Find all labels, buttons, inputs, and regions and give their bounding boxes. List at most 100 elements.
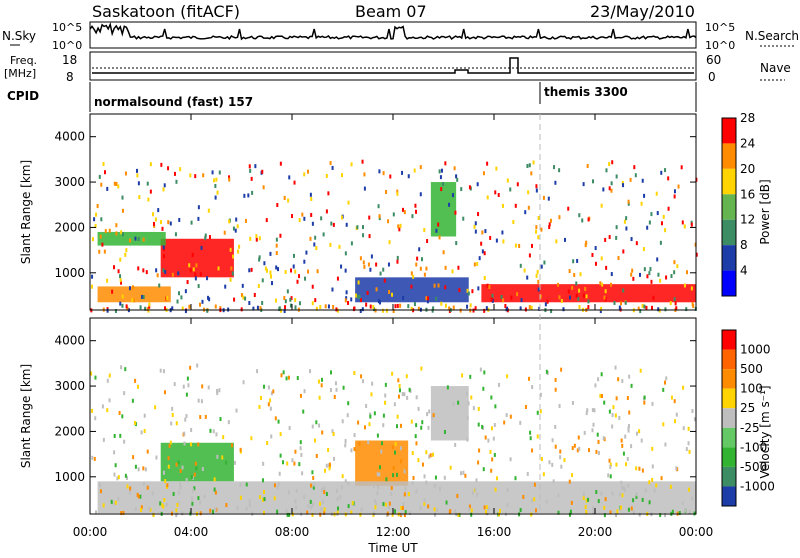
range-cell [677, 184, 680, 189]
range-cell [358, 294, 361, 299]
range-cell [292, 264, 295, 269]
range-cell [115, 223, 118, 228]
site-title: Saskatoon (fitACF) [92, 2, 240, 21]
range-cell [167, 220, 170, 225]
range-cell [493, 422, 496, 427]
range-cell [476, 261, 479, 266]
range-cell [132, 455, 135, 460]
range-cell [369, 304, 372, 309]
range-cell [543, 260, 546, 265]
range-cell [466, 437, 469, 442]
range-cell [310, 505, 313, 510]
range-cell [347, 481, 350, 486]
range-cell [103, 170, 106, 175]
range-cell [490, 426, 493, 431]
range-cell [673, 260, 676, 265]
range-cell [466, 304, 469, 309]
range-cell [137, 237, 140, 242]
range-cell [529, 436, 532, 441]
range-cell [108, 398, 111, 403]
range-cell [460, 187, 463, 192]
range-cell [323, 510, 326, 515]
range-cell [611, 424, 614, 429]
range-cell [154, 217, 157, 222]
nsearch-label: N.Search [745, 29, 799, 43]
range-cell [98, 483, 101, 488]
range-cell [353, 433, 356, 438]
range-cell [119, 278, 122, 283]
range-cell [548, 222, 551, 227]
range-cell [189, 365, 192, 370]
range-cell [474, 229, 477, 234]
range-cell [121, 294, 124, 299]
range-cell [296, 279, 299, 284]
range-cell [656, 257, 659, 262]
range-cell [341, 419, 344, 424]
range-cell [462, 216, 465, 221]
range-cell [287, 375, 290, 380]
range-cell [396, 414, 399, 419]
range-cell [225, 460, 228, 465]
range-cell [385, 308, 388, 313]
range-cell [283, 296, 286, 301]
range-cell [201, 299, 204, 304]
range-cell [146, 307, 149, 312]
range-cell [681, 501, 684, 506]
range-cell [208, 297, 211, 302]
heatmap-region [97, 286, 171, 303]
range-cell [277, 481, 280, 486]
range-cell [363, 186, 366, 191]
range-cell [116, 476, 119, 481]
range-cell [128, 286, 131, 291]
range-cell [177, 460, 180, 465]
range-cell [457, 265, 460, 270]
range-cell [388, 289, 391, 294]
range-cell [401, 392, 404, 397]
range-cell [388, 501, 391, 506]
range-cell [464, 473, 467, 478]
range-cell [299, 446, 302, 451]
range-cell [474, 221, 477, 226]
range-cell [333, 394, 336, 399]
range-cell [141, 294, 144, 299]
range-cell [436, 507, 439, 512]
range-cell [181, 511, 184, 516]
range-cell [328, 466, 331, 471]
range-cell [361, 159, 364, 164]
range-cell [399, 223, 402, 228]
range-cell [359, 309, 362, 314]
range-cell [135, 168, 138, 173]
range-cell [419, 266, 422, 271]
range-cell [524, 210, 527, 215]
range-cell [336, 308, 339, 313]
range-cell [279, 161, 282, 166]
range-cell [309, 499, 312, 504]
range-cell [194, 174, 197, 179]
range-cell [373, 411, 376, 416]
range-cell [369, 414, 372, 419]
range-cell [629, 177, 632, 182]
range-cell [382, 423, 385, 428]
freq-trace [92, 57, 694, 74]
nsky-tick-bottom: 10^0 [52, 39, 82, 52]
range-cell [177, 501, 180, 506]
range-cell [213, 178, 216, 183]
colorbar-swatch [722, 447, 736, 467]
range-cell [179, 468, 182, 473]
range-cell [189, 268, 192, 273]
range-cell [382, 502, 385, 507]
range-cell [209, 508, 212, 513]
range-cell [303, 389, 306, 394]
range-cell [585, 294, 588, 299]
range-cell [400, 505, 403, 510]
range-cell [134, 421, 137, 426]
range-cell [315, 306, 318, 311]
range-cell [621, 485, 624, 490]
range-cell [591, 252, 594, 257]
range-cell [240, 293, 243, 298]
range-cell [457, 400, 460, 405]
range-cell [263, 261, 266, 266]
range-cell [175, 421, 178, 426]
range-cell [499, 508, 502, 513]
range-cell [321, 500, 324, 505]
